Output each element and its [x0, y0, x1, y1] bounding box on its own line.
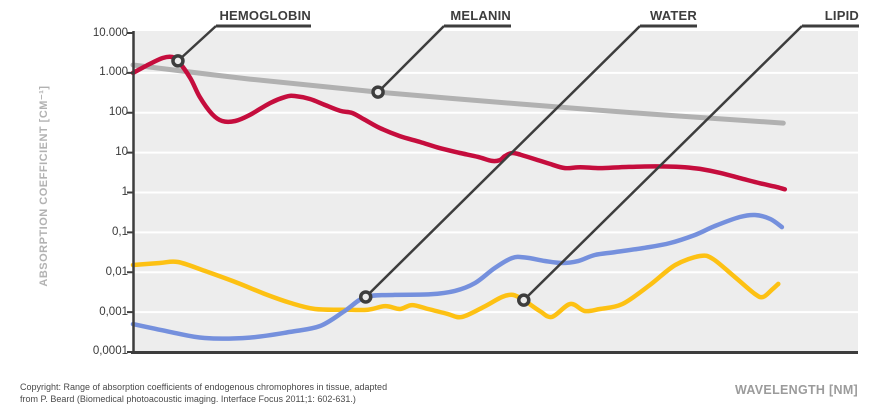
y-axis-title: ABSORPTION COEFFICIENT [CM⁻¹]	[38, 85, 50, 287]
water-curve	[130, 212, 785, 341]
callout-marker-water	[358, 290, 373, 304]
copyright-note: Copyright: Range of absorption coefficie…	[20, 381, 387, 405]
y-tick-label-0-01: 0,01	[105, 266, 128, 278]
callout-marker-lipid	[517, 293, 531, 307]
y-tick-label-0-001: 0,001	[99, 306, 128, 318]
callout-leader-water	[364, 25, 641, 298]
callout-label-water: WATER	[650, 8, 697, 23]
y-tick-label-0-0001: 0,0001	[92, 345, 128, 357]
y-tick-label-1: 1	[121, 186, 128, 198]
y-tick-label-1000: 1.000	[99, 66, 128, 78]
melanin-curve	[130, 62, 786, 126]
callout-label-lipid: LIPID	[824, 8, 859, 23]
callout-leader-lipid	[522, 25, 803, 302]
x-axis-title: WAVELENGTH [NM]	[734, 383, 858, 397]
callout-leader-melanin	[377, 25, 445, 93]
callout-leader-hemoglobin	[177, 25, 217, 62]
callout-label-hemoglobin: HEMOGLOBIN	[219, 8, 311, 23]
copyright-line-2: from P. Beard (Biomedical photoacoustic …	[20, 394, 356, 404]
callout-marker-melanin	[371, 85, 385, 99]
callout-marker-hemoglobin	[171, 54, 185, 68]
copyright-line-1: Copyright: Range of absorption coefficie…	[20, 382, 388, 392]
y-tick-label-0-1: 0,1	[112, 226, 128, 238]
y-tick-label-10000: 10.000	[92, 27, 128, 39]
y-tick-label-10: 10	[115, 146, 128, 158]
lipid-curve	[130, 253, 781, 320]
callout-label-melanin: MELANIN	[450, 8, 511, 23]
y-tick-label-100: 100	[108, 106, 128, 118]
